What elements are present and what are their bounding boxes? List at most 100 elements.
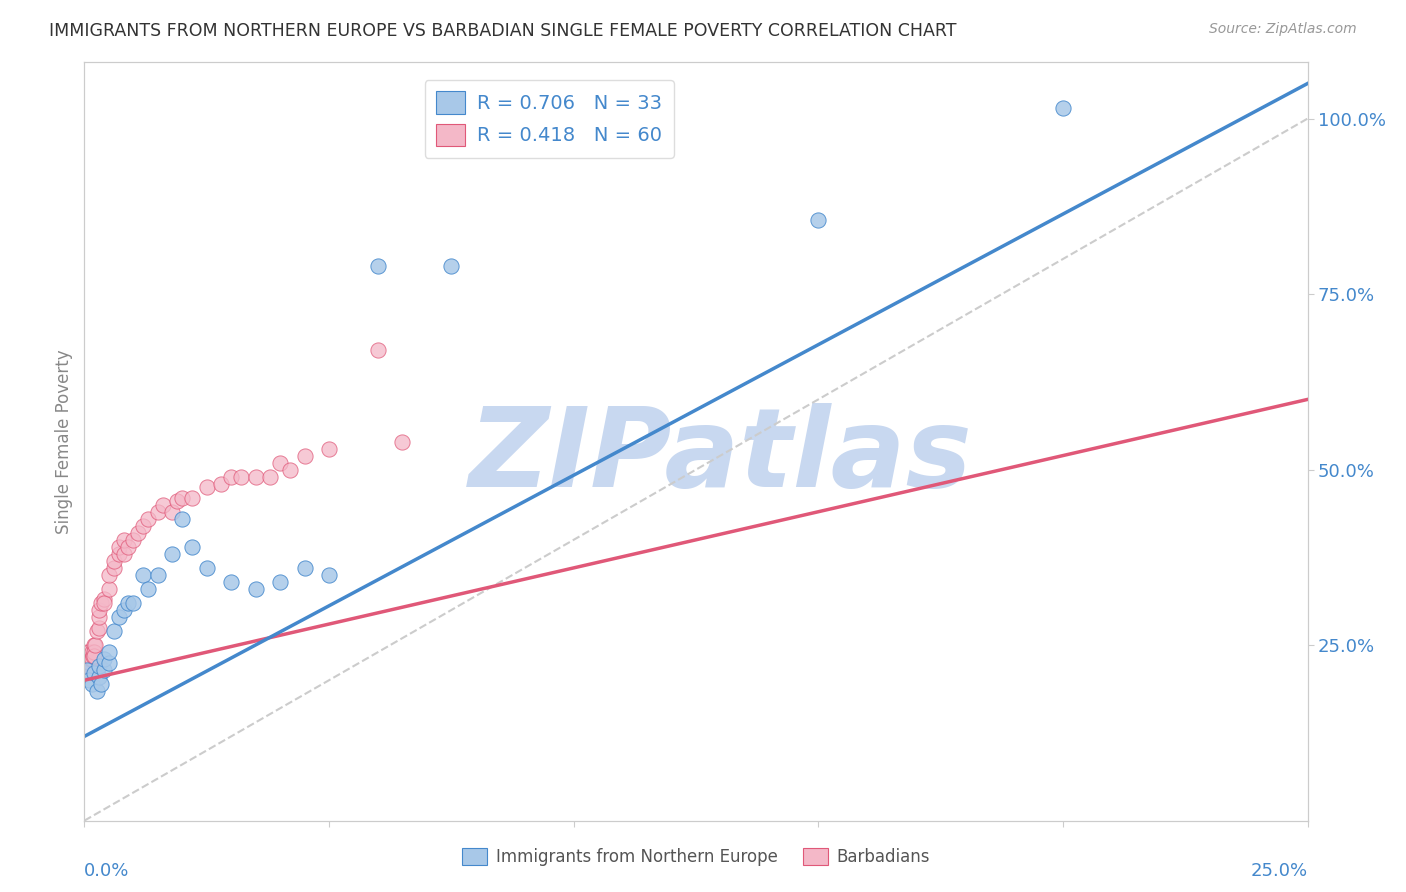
Point (269, 456, 291, 470)
Point (107, 540, 129, 554)
Point (166, 494, 188, 508)
Point (219, 469, 242, 483)
Point (318, 442, 340, 456)
Point (112, 547, 135, 561)
Point (93, 652, 115, 666)
Point (245, 469, 267, 483)
Point (1052, 101, 1074, 115)
Point (76, 659, 98, 673)
Y-axis label: Single Female Poverty: Single Female Poverty (55, 350, 73, 533)
Point (76, 656, 98, 670)
Point (76, 652, 98, 666)
Point (75, 659, 97, 673)
Point (90, 677, 112, 691)
Point (80, 652, 103, 666)
Point (152, 498, 174, 512)
Point (76, 645, 98, 659)
Point (195, 480, 218, 494)
Point (93, 592, 115, 607)
Point (80, 652, 103, 666)
Point (79, 656, 101, 670)
Point (181, 540, 204, 554)
Point (77, 673, 100, 688)
Point (77, 656, 100, 670)
Point (83, 645, 105, 659)
Point (80, 677, 103, 691)
Point (122, 596, 145, 610)
Point (93, 596, 115, 610)
Point (367, 259, 389, 273)
Point (97, 645, 120, 659)
Point (77, 659, 100, 673)
Point (367, 343, 389, 358)
Point (391, 434, 413, 449)
Point (87, 610, 110, 624)
Point (807, 213, 830, 227)
Point (162, 505, 184, 519)
Point (112, 533, 135, 547)
Point (117, 540, 139, 554)
Point (294, 449, 316, 463)
Point (103, 624, 125, 639)
Point (77, 652, 100, 666)
Point (97, 656, 120, 670)
Point (83, 648, 105, 663)
Point (75, 659, 97, 673)
Point (87, 670, 110, 684)
Point (132, 518, 155, 533)
Point (77, 645, 100, 659)
Text: Source: ZipAtlas.com: Source: ZipAtlas.com (1209, 22, 1357, 37)
Point (259, 469, 281, 483)
Point (97, 582, 120, 596)
Point (162, 547, 184, 561)
Point (77, 663, 100, 677)
Point (103, 561, 125, 575)
Text: 0.0%: 0.0% (84, 863, 129, 880)
Point (87, 621, 110, 635)
Point (87, 659, 110, 673)
Point (80, 645, 103, 659)
Point (127, 525, 149, 540)
Text: 25.0%: 25.0% (1250, 863, 1308, 880)
Point (122, 533, 145, 547)
Point (93, 663, 115, 677)
Point (87, 603, 110, 617)
Point (75, 663, 97, 677)
Point (209, 476, 232, 491)
Point (132, 568, 155, 582)
Point (107, 547, 129, 561)
Point (245, 582, 267, 596)
Point (440, 259, 463, 273)
Point (172, 512, 194, 526)
Point (181, 491, 204, 505)
Point (83, 666, 105, 681)
Point (73, 663, 96, 677)
Point (195, 561, 218, 575)
Point (112, 603, 135, 617)
Point (136, 512, 159, 526)
Point (83, 638, 105, 652)
Point (229, 469, 252, 483)
Point (76, 663, 98, 677)
Point (82, 648, 104, 663)
Point (84, 638, 107, 652)
Point (269, 574, 291, 589)
Point (294, 561, 316, 575)
Point (86, 683, 108, 698)
Point (90, 596, 112, 610)
Point (146, 505, 169, 519)
Point (278, 462, 301, 476)
Point (97, 568, 120, 582)
Legend: Immigrants from Northern Europe, Barbadians: Immigrants from Northern Europe, Barbadi… (456, 841, 936, 873)
Point (107, 610, 129, 624)
Point (172, 491, 194, 505)
Point (103, 554, 125, 568)
Point (86, 624, 108, 639)
Text: ZIPatlas: ZIPatlas (468, 403, 973, 510)
Point (136, 582, 159, 596)
Point (146, 568, 169, 582)
Point (318, 568, 340, 582)
Text: IMMIGRANTS FROM NORTHERN EUROPE VS BARBADIAN SINGLE FEMALE POVERTY CORRELATION C: IMMIGRANTS FROM NORTHERN EUROPE VS BARBA… (49, 22, 956, 40)
Point (117, 596, 139, 610)
Point (219, 574, 242, 589)
